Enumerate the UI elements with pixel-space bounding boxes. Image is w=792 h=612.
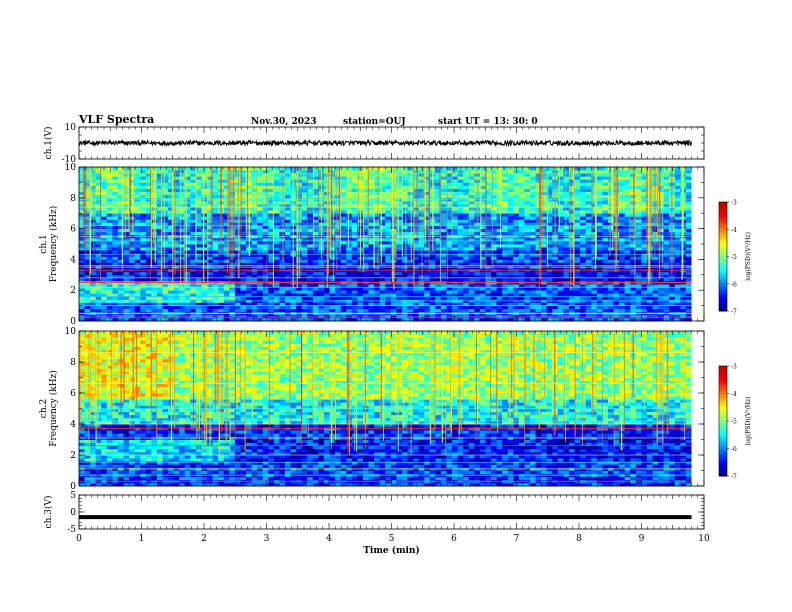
spectrogram-2-channel-label: ch.2 [39,399,49,418]
figure-title: VLF Spectra [79,113,155,126]
y-tick-label: 4 [70,420,76,430]
colorbar-2-label: log(PSD)(V²/Hz) [745,397,752,446]
colorbar-1: -3 -4 -5 -6 -7 log(PSD)(V²/Hz) [718,200,752,316]
date-label: Nov.30, 2023 [251,117,317,127]
colorbar-1-tick-label: -3 [731,200,737,207]
x-axis-ticks [78,127,705,159]
x-tick-label: 1 [139,534,145,544]
colorbar-2-tick-label: -6 [731,446,737,453]
spectrogram-2-cells [79,331,704,487]
ch1-waveform-ylabel: ch.1(V) [43,127,54,160]
y-tick-label: 10 [65,163,77,173]
x-axis-ticks [78,495,705,529]
y-tick-label: 5 [70,491,76,501]
spectrogram-1-cells [79,167,704,322]
y-tick-label: 2 [70,451,76,461]
colorbar-2-tick-label: -5 [731,419,737,426]
x-tick-label: 5 [389,534,395,544]
colorbar-2: -3 -4 -5 -6 -7 log(PSD)(V²/Hz) [718,364,752,481]
y-tick-label: -10 [62,155,77,165]
x-tick-label: 9 [639,534,645,544]
y-tick-label: 0 [70,508,76,518]
start-time-label: start UT = 13: 30: 0 [438,117,538,127]
station-label: station=OUJ [343,117,406,127]
ch1-waveform-series [78,138,692,148]
y-tick-label: 0 [70,482,76,492]
colorbar-1-tick-label: -6 [731,281,737,288]
x-tick-label: 4 [326,534,332,544]
y-tick-label: 10 [65,327,77,337]
x-tick-label: 7 [514,534,520,544]
x-tick-label: 10 [698,534,710,544]
y-axis-ticks [79,330,704,487]
x-tick-label: 2 [201,534,207,544]
colorbar-1-tick-label: -4 [731,227,737,234]
colorbar-2-tick-label: -7 [731,474,737,481]
y-tick-label: 8 [70,194,76,204]
colorbar-1-label: log(PSD)(V²/Hz) [745,232,752,281]
spectrogram-2-ylabel: Frequency (kHz) [48,370,59,447]
x-axis-ticks [78,167,705,321]
x-tick-label: 0 [76,534,82,544]
y-tick-label: 2 [70,286,76,296]
spectrogram-1-channel-label: ch.1 [39,234,49,253]
ch3-waveform-ylabel: ch.3(V) [43,496,54,529]
y-axis-ticks [79,126,704,160]
colorbar-1-tick-label: -7 [731,309,737,316]
colorbar-2-tick-label: -3 [731,364,737,371]
spectrogram-1-ylabel: Frequency (kHz) [48,206,59,283]
y-tick-label: -5 [67,525,76,535]
y-axis-ticks [79,494,704,530]
y-tick-label: 0 [70,317,76,327]
x-tick-label: 6 [451,534,457,544]
y-tick-label: 10 [65,123,77,133]
x-axis-label: Time (min) [363,545,420,556]
x-tick-label: 8 [576,534,582,544]
x-tick-label: 3 [264,534,270,544]
y-tick-label: 6 [70,389,76,399]
colorbar-1-tick-label: -5 [731,254,737,261]
y-axis-ticks [79,166,704,322]
x-axis-ticks [78,331,705,486]
y-tick-label: 8 [70,358,76,368]
y-tick-label: 6 [70,225,76,235]
y-tick-label: 4 [70,255,76,265]
colorbar-2-tick-label: -4 [731,391,737,398]
